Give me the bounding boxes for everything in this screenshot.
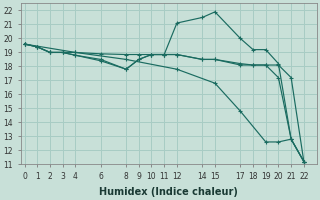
X-axis label: Humidex (Indice chaleur): Humidex (Indice chaleur) [99, 187, 238, 197]
